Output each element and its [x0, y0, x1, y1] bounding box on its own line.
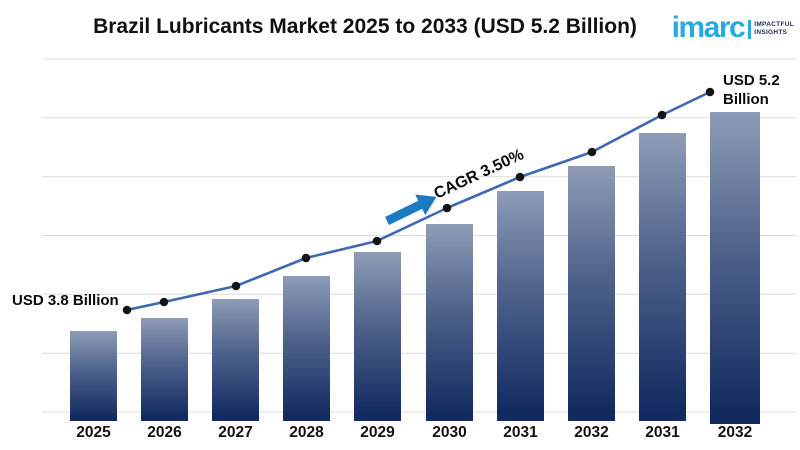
- bar: [426, 224, 473, 421]
- x-axis-label: 2032: [574, 424, 608, 441]
- trend-line: [122, 87, 715, 315]
- data-point-marker: [442, 203, 452, 213]
- chart-title: Brazil Lubricants Market 2025 to 2033 (U…: [93, 15, 637, 38]
- x-axis-label: 2031: [645, 424, 680, 441]
- bar: [212, 299, 259, 421]
- x-axis-label: 2026: [147, 424, 182, 441]
- cagr-arrow-icon: [385, 194, 437, 226]
- data-point-marker: [301, 253, 311, 263]
- logo-divider: [748, 20, 752, 39]
- logo-tagline-line1: IMPACTFUL: [754, 21, 794, 28]
- imarc-logo: imarc IMPACTFUL INSIGHTS: [672, 13, 794, 43]
- bar: [639, 133, 686, 421]
- data-point-marker: [705, 87, 715, 97]
- x-axis-label: 2031: [503, 424, 538, 441]
- data-point-marker: [657, 110, 667, 120]
- end-value-label-line2: Billion: [723, 91, 769, 108]
- bar: [283, 276, 330, 421]
- x-axis-label: 2025: [76, 424, 111, 441]
- x-axis-label: 2032: [718, 424, 752, 441]
- start-value-label: USD 3.8 Billion: [12, 292, 119, 309]
- x-axis-labels: 2025 2026 2027 2028 2029 2030 2031 2032 2031 2032: [76, 424, 752, 441]
- data-point-marker: [372, 236, 382, 246]
- bar: [70, 331, 117, 421]
- x-axis-label: 2030: [432, 424, 466, 441]
- logo-tagline: IMPACTFUL INSIGHTS: [754, 21, 794, 37]
- data-point-marker: [231, 281, 241, 291]
- imarc-logo-text: imarc: [671, 11, 746, 44]
- end-value-label-line1: USD 5.2: [723, 72, 780, 89]
- x-axis-label: 2029: [360, 424, 395, 441]
- data-point-marker: [122, 305, 132, 315]
- bar: [141, 318, 188, 421]
- trend-polyline: [126, 90, 711, 312]
- bar: [497, 191, 544, 421]
- x-axis-label: 2027: [218, 424, 252, 441]
- logo-tagline-line2: INSIGHTS: [754, 28, 788, 36]
- x-axis-label: 2028: [289, 424, 324, 441]
- bar: [710, 112, 760, 424]
- data-point-marker: [515, 172, 525, 182]
- bar: [568, 166, 615, 421]
- data-point-marker: [159, 297, 169, 307]
- bar: [354, 252, 401, 421]
- bars: [70, 112, 760, 424]
- data-point-marker: [587, 147, 597, 157]
